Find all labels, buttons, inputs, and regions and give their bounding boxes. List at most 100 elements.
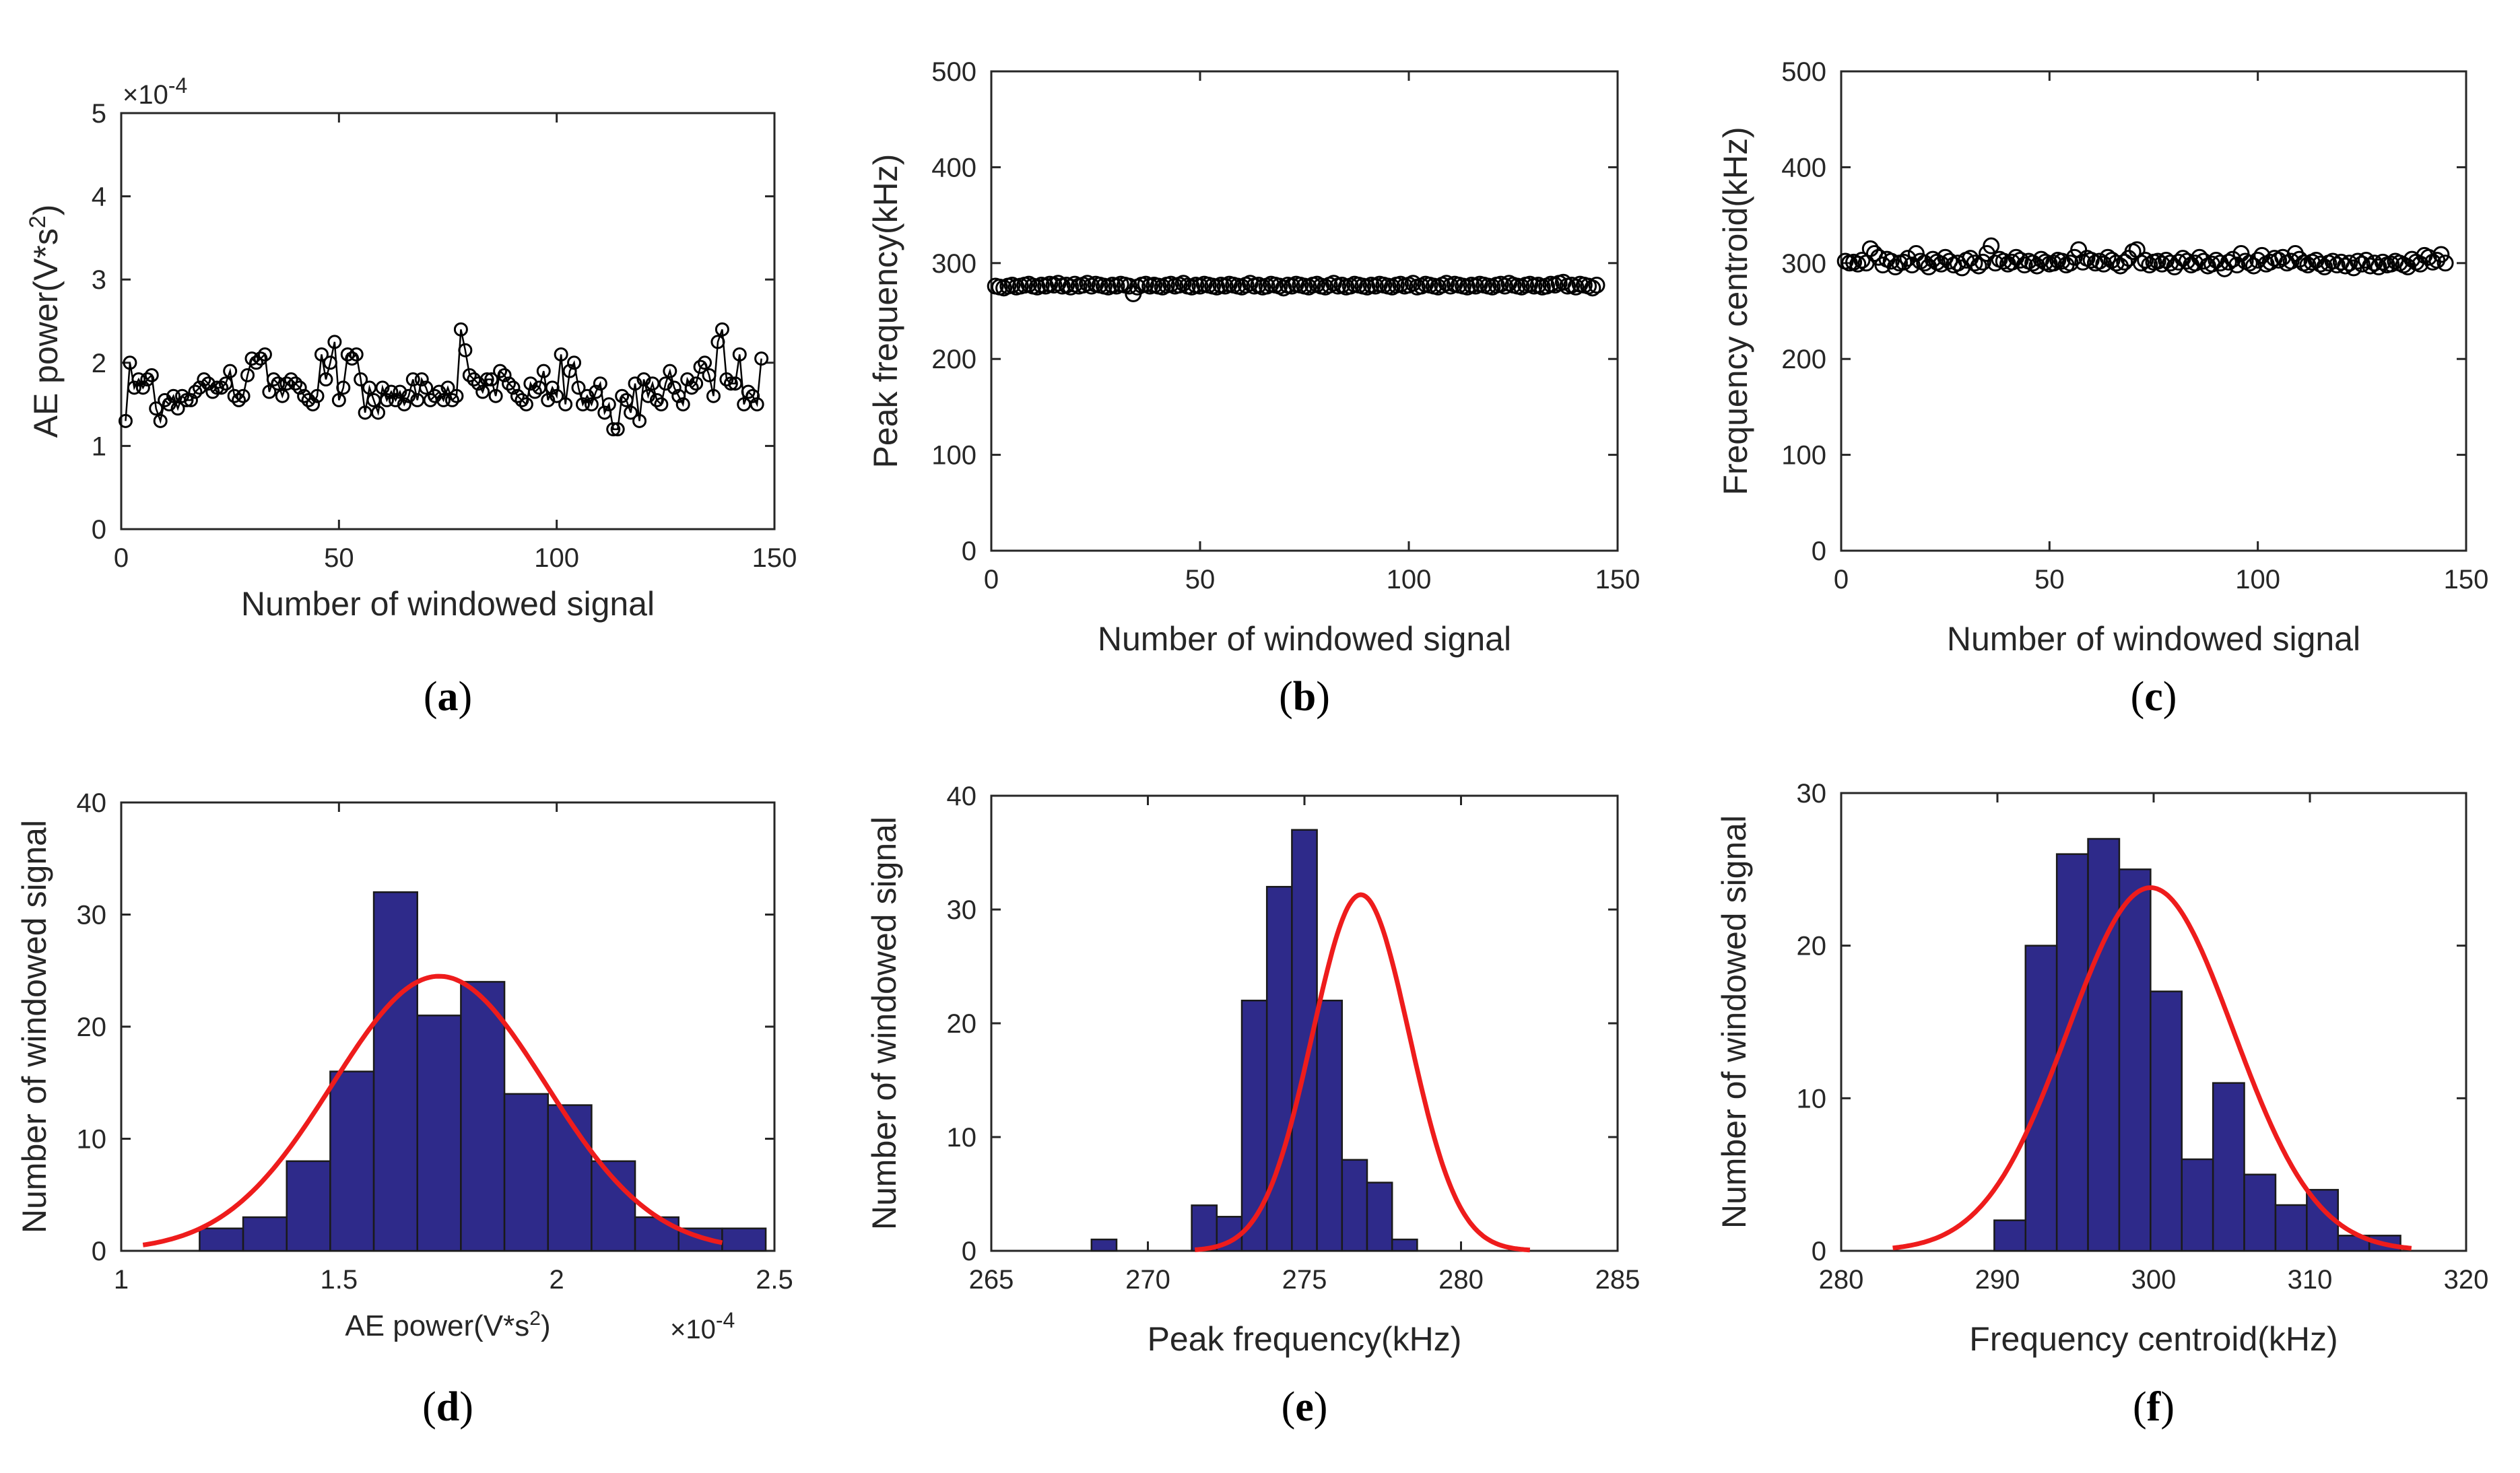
y-axis-label: Peak frequency(kHz) — [867, 154, 904, 469]
data-point — [575, 397, 590, 412]
data-point — [327, 335, 342, 349]
histogram-bar — [372, 891, 418, 1252]
y-tick-label: 500 — [1781, 57, 1826, 87]
data-point — [166, 388, 181, 403]
data-point — [1987, 254, 2004, 272]
data-point — [689, 376, 704, 391]
y-tick-label: 200 — [931, 345, 976, 374]
data-point — [209, 380, 224, 395]
data-point — [2403, 250, 2421, 268]
panel-label: (c) — [2131, 674, 2177, 720]
data-point — [527, 384, 542, 399]
y-tick-label: 30 — [1797, 779, 1827, 809]
data-point — [393, 384, 407, 399]
y-tick-label: 0 — [1812, 1237, 1826, 1266]
data-point — [1325, 275, 1342, 292]
histogram-bar — [1316, 999, 1344, 1252]
histogram-bar — [1240, 999, 1268, 1252]
data-point — [1849, 255, 1867, 273]
data-point — [188, 384, 203, 399]
y-tick-label: 200 — [1781, 345, 1826, 374]
data-point — [1567, 278, 1585, 296]
data-point — [288, 376, 303, 391]
x-tick-label: 50 — [2034, 565, 2065, 594]
histogram-bar — [1090, 1238, 1118, 1252]
x-tick-label: 275 — [1282, 1265, 1327, 1295]
data-point — [675, 397, 690, 412]
data-point — [432, 384, 446, 399]
x-tick-label: 100 — [1387, 565, 1432, 594]
data-point — [1924, 250, 1942, 268]
data-point — [750, 397, 764, 412]
data-point — [2141, 256, 2158, 274]
data-point — [723, 376, 738, 391]
data-point — [601, 397, 616, 412]
data-point — [2016, 256, 2033, 274]
data-point — [663, 364, 677, 378]
data-point — [2328, 256, 2346, 274]
data-point — [205, 384, 220, 399]
data-point — [2003, 253, 2021, 271]
data-point — [732, 347, 747, 362]
data-point — [192, 380, 207, 395]
y-tick-label: 1 — [92, 432, 106, 461]
x-tick-label: 320 — [2444, 1265, 2489, 1295]
data-point — [2432, 246, 2450, 263]
data-point — [610, 422, 625, 437]
data-point — [597, 405, 612, 420]
panel-a: 0 50 100 150 0 1 2 3 4 5 AE power(V*s2) Number of w… — [25, 73, 797, 720]
x-tick-label: 285 — [1595, 1265, 1640, 1295]
data-point — [449, 388, 464, 403]
y-tick-label: 40 — [77, 788, 107, 818]
y-tick-label: 20 — [1797, 932, 1827, 961]
y-tick-label: 0 — [962, 1237, 976, 1266]
normal-fit-curve — [1892, 885, 2412, 1251]
y-tick-label: 30 — [947, 895, 977, 925]
data-point — [2249, 252, 2267, 269]
data-point — [624, 405, 638, 420]
x-tick-label: 290 — [1975, 1265, 2020, 1295]
data-point — [1174, 275, 1192, 292]
y-axis-label: AE power(V*s2) — [25, 205, 65, 438]
data-point — [1404, 275, 1422, 292]
data-point — [1974, 253, 1991, 271]
data-point — [331, 392, 346, 407]
data-point — [284, 372, 298, 387]
data-point — [680, 372, 695, 387]
data-point — [349, 347, 364, 362]
data-point — [1886, 258, 1904, 275]
data-point — [340, 347, 355, 362]
data-point — [719, 372, 734, 387]
data-point — [510, 388, 525, 403]
x-tick-label: 300 — [2131, 1265, 2177, 1295]
data-point — [127, 380, 141, 395]
data-point — [2091, 252, 2109, 270]
plot-frame — [1840, 70, 2467, 552]
x-tick-label: 2.5 — [756, 1265, 793, 1295]
data-point — [458, 343, 473, 357]
histogram-bar — [503, 1093, 549, 1252]
histogram-bar — [199, 1227, 244, 1252]
data-point — [444, 392, 459, 407]
data-point — [214, 380, 229, 395]
data-point — [401, 388, 416, 403]
data-point — [471, 376, 486, 391]
histogram-bar — [2274, 1204, 2308, 1252]
data-point — [754, 351, 769, 366]
data-point — [227, 388, 242, 403]
data-point — [506, 380, 521, 395]
data-point — [144, 368, 159, 382]
y-axis-label: Number of windowed signal — [15, 820, 53, 1233]
x-axis-label: Peak frequency(kHz) — [1148, 1320, 1462, 1358]
x-tick-label: 150 — [752, 543, 797, 573]
data-point — [2241, 254, 2258, 272]
x-tick-label: 0 — [984, 565, 999, 594]
data-point — [336, 380, 351, 395]
y-tick-label: 0 — [962, 537, 976, 566]
data-point — [414, 372, 429, 387]
data-point — [2178, 252, 2195, 270]
data-point — [519, 397, 533, 412]
histogram-bar — [547, 1104, 593, 1252]
data-point — [170, 401, 185, 416]
data-point — [1438, 275, 1455, 292]
